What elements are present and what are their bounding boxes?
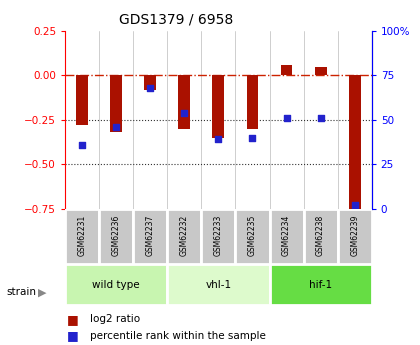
Text: GSM62236: GSM62236 — [112, 215, 121, 256]
Text: GSM62231: GSM62231 — [78, 215, 87, 256]
Text: ■: ■ — [67, 313, 79, 326]
Text: GDS1379 / 6958: GDS1379 / 6958 — [119, 12, 234, 26]
Point — [283, 115, 290, 121]
Bar — [304, 209, 338, 264]
Text: log2 ratio: log2 ratio — [90, 314, 140, 324]
Bar — [110, 76, 122, 132]
Text: ■: ■ — [67, 329, 79, 342]
Text: GSM62239: GSM62239 — [350, 215, 359, 256]
Text: GSM62233: GSM62233 — [214, 215, 223, 256]
Point — [215, 137, 222, 142]
Text: GSM62237: GSM62237 — [146, 215, 155, 256]
Text: hif-1: hif-1 — [309, 280, 332, 289]
Bar — [65, 264, 167, 305]
Text: strain: strain — [6, 287, 36, 296]
Bar — [315, 67, 327, 76]
Text: ▶: ▶ — [38, 287, 46, 297]
Bar — [338, 209, 372, 264]
Bar — [270, 209, 304, 264]
Point — [147, 85, 154, 91]
Bar — [133, 209, 167, 264]
Bar — [236, 209, 270, 264]
Text: GSM62232: GSM62232 — [180, 215, 189, 256]
Bar — [144, 76, 156, 90]
Bar — [65, 209, 99, 264]
Point — [181, 110, 188, 116]
Bar — [270, 264, 372, 305]
Text: wild type: wild type — [92, 280, 140, 289]
Bar — [76, 76, 88, 125]
Bar — [247, 76, 258, 129]
Text: GSM62238: GSM62238 — [316, 215, 325, 256]
Text: GSM62235: GSM62235 — [248, 215, 257, 256]
Bar — [99, 209, 133, 264]
Point — [113, 124, 120, 130]
Point — [79, 142, 86, 148]
Text: vhl-1: vhl-1 — [205, 280, 231, 289]
Bar — [167, 209, 201, 264]
Bar — [349, 76, 361, 218]
Bar — [281, 65, 292, 76]
Point — [317, 115, 324, 121]
Text: GSM62234: GSM62234 — [282, 215, 291, 256]
Point — [351, 203, 358, 208]
Point — [249, 135, 256, 140]
Bar — [213, 76, 224, 138]
Bar — [178, 76, 190, 129]
Bar — [201, 209, 236, 264]
Text: percentile rank within the sample: percentile rank within the sample — [90, 331, 266, 341]
Bar — [167, 264, 270, 305]
